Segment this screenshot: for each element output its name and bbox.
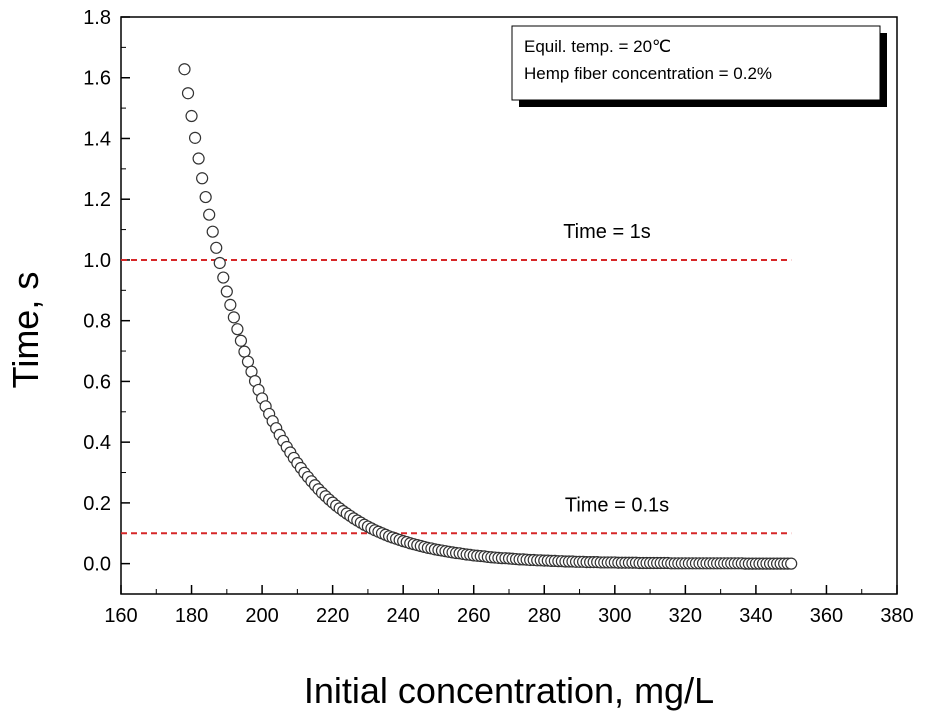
legend: Equil. temp. = 20℃ Hemp fiber concentrat… — [511, 25, 887, 107]
data-point — [785, 557, 798, 570]
y-tick-label: 1.6 — [83, 68, 111, 90]
x-tick-label: 320 — [669, 605, 702, 627]
data-point — [185, 109, 198, 123]
x-tick-label: 180 — [175, 605, 208, 627]
y-tick-label: 1.0 — [83, 250, 111, 272]
x-axis: 160 180 200 220 240 260 280 300 320 340 360 380 — [104, 585, 914, 627]
x-tick-label: 360 — [810, 605, 843, 627]
data-point — [241, 355, 255, 368]
data-point — [217, 271, 230, 284]
data-point — [178, 63, 191, 76]
x-tick-label: 280 — [528, 605, 561, 627]
data-point — [199, 190, 212, 204]
data-point — [188, 131, 202, 144]
y-tick-label: 0.8 — [83, 311, 111, 333]
y-tick-label: 0.4 — [83, 432, 111, 454]
data-point — [210, 241, 223, 254]
data-point — [181, 87, 195, 100]
legend-line-2: Hemp fiber concentration = 0.2% — [524, 64, 772, 83]
x-tick-label: 240 — [386, 605, 419, 627]
reference-line-label: Time = 1s — [563, 221, 651, 243]
x-tick-label: 200 — [245, 605, 278, 627]
data-point — [238, 345, 251, 358]
y-tick-label: 1.2 — [83, 189, 111, 211]
data-point — [224, 298, 237, 311]
data-point — [196, 172, 209, 185]
legend-line-1: Equil. temp. = 20℃ — [524, 37, 671, 56]
data-point — [206, 225, 219, 238]
x-tick-label: 380 — [880, 605, 913, 627]
x-tick-label: 300 — [598, 605, 631, 627]
y-tick-label: 1.4 — [83, 128, 111, 150]
data-point — [220, 285, 233, 298]
data-point — [213, 256, 226, 270]
data-series — [178, 63, 798, 570]
data-point — [203, 208, 216, 221]
y-tick-label: 0.6 — [83, 371, 111, 393]
reference-line-label: Time = 0.1s — [565, 494, 669, 516]
y-tick-label: 1.8 — [83, 7, 111, 29]
x-tick-label: 160 — [104, 605, 137, 627]
legend-box — [511, 25, 881, 101]
y-tick-label: 0.0 — [83, 554, 111, 576]
y-axis: 0.0 0.2 0.4 0.6 0.8 1.0 1.2 1.4 1.6 1.8 — [83, 7, 130, 576]
x-axis-title: Initial concentration, mg/L — [304, 670, 714, 711]
x-tick-label: 220 — [316, 605, 349, 627]
x-tick-label: 340 — [739, 605, 772, 627]
data-point — [231, 323, 244, 336]
x-tick-label: 260 — [457, 605, 490, 627]
data-point — [234, 334, 248, 347]
data-point — [192, 152, 205, 165]
y-axis-title: Time, s — [5, 272, 46, 389]
data-point — [227, 311, 240, 324]
reference-lines: Time = 1s Time = 0.1s — [121, 221, 792, 535]
y-tick-label: 0.2 — [83, 493, 111, 515]
